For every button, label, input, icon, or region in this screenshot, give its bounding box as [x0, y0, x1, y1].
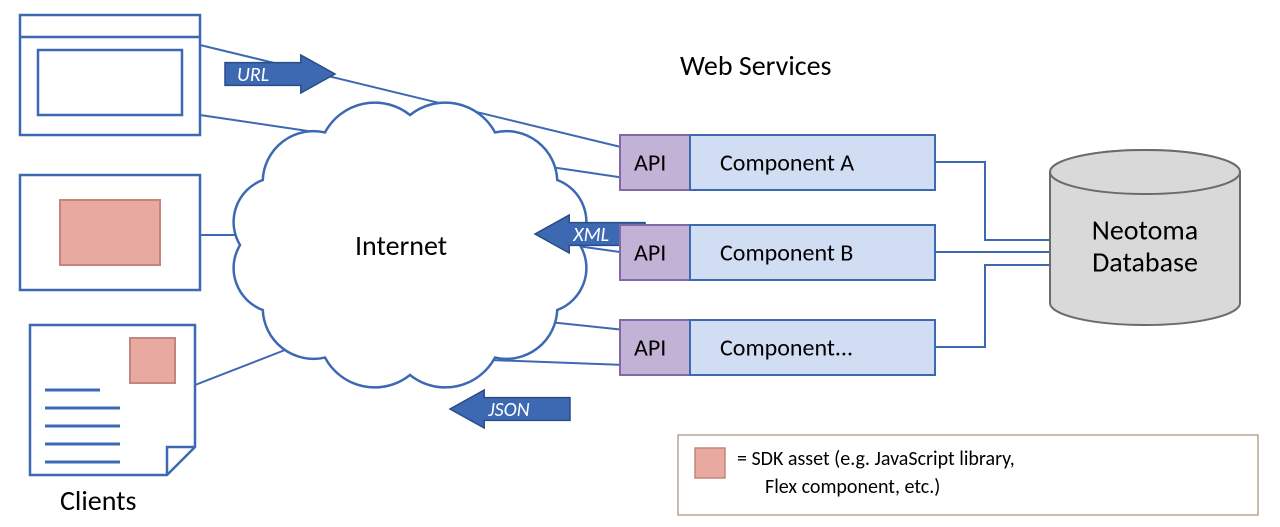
client-app: [20, 175, 200, 290]
database-cylinder: NeotomaDatabase: [1050, 150, 1240, 325]
web-services-label: Web Services: [680, 48, 832, 83]
architecture-diagram: Internet URL XML JSON API Component A API Com…: [0, 0, 1280, 527]
internet-cloud: Internet: [234, 103, 587, 388]
connector-cloud-compC-b: [490, 360, 625, 365]
sdk-asset: [130, 338, 175, 383]
legend-text-1: = SDK asset (e.g. JavaScript library,: [737, 447, 1015, 471]
legend-box: = SDK asset (e.g. JavaScript library, Fle…: [678, 435, 1258, 515]
arrow-label-xml: XML: [572, 223, 609, 247]
api-label: API: [634, 239, 666, 268]
database-label-2: Database: [1092, 245, 1198, 280]
component-label: Component...: [720, 334, 853, 363]
api-label: API: [634, 334, 666, 363]
api-label: API: [634, 149, 666, 178]
connector-client3: [195, 350, 285, 385]
component-row-1: API Component B: [620, 225, 935, 280]
component-label: Component B: [720, 239, 853, 268]
sdk-asset: [60, 200, 160, 265]
component-label: Component A: [720, 149, 854, 178]
internet-label: Internet: [355, 228, 447, 263]
legend-swatch: [695, 448, 725, 478]
database-label-1: Neotoma: [1092, 213, 1198, 248]
client-browser: [20, 15, 200, 135]
connector-compC-db: [935, 265, 1050, 347]
arrow-label-url: URL: [237, 63, 269, 87]
arrow-label-json: JSON: [487, 398, 530, 422]
components-group: API Component A API Component B API Component…: [620, 135, 935, 375]
client-document: [30, 325, 195, 475]
legend-text-2: Flex component, etc.): [765, 475, 940, 499]
component-row-2: API Component...: [620, 320, 935, 375]
component-row-0: API Component A: [620, 135, 935, 190]
connector-compA-db: [935, 162, 1050, 240]
clients-group: [20, 15, 200, 475]
arrow-url: URL: [225, 55, 335, 93]
arrow-json: JSON: [450, 390, 570, 428]
clients-label: Clients: [60, 483, 137, 518]
